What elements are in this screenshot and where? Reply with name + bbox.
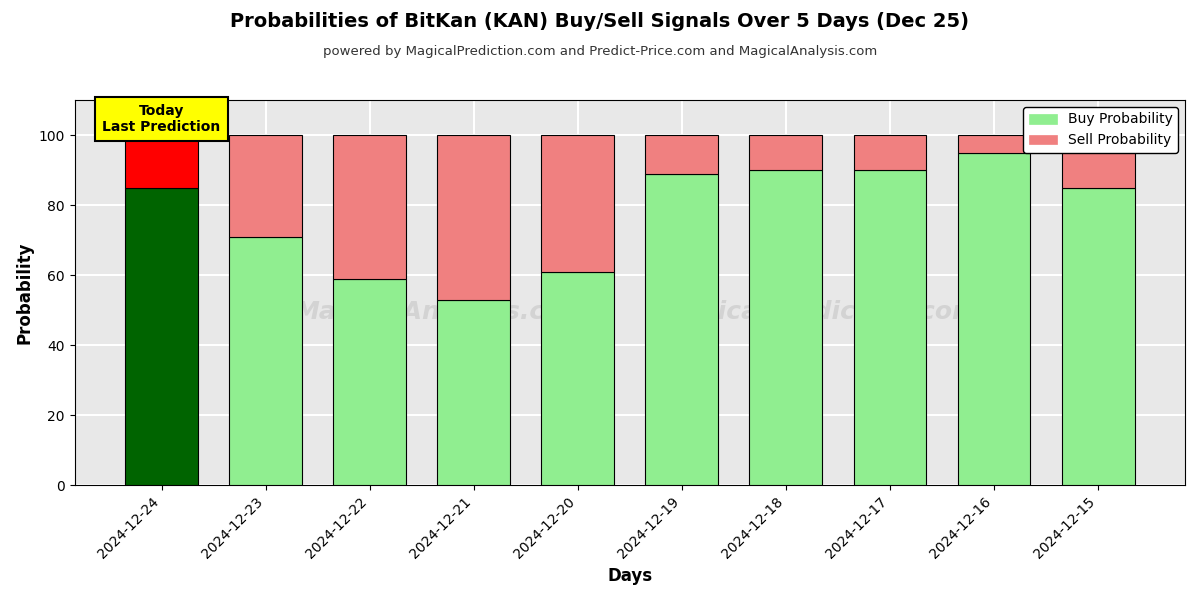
Bar: [646, 135, 719, 173]
Text: Probabilities of BitKan (KAN) Buy/Sell Signals Over 5 Days (Dec 25): Probabilities of BitKan (KAN) Buy/Sell S…: [230, 12, 970, 31]
Bar: [853, 135, 926, 170]
Text: powered by MagicalPrediction.com and Predict-Price.com and MagicalAnalysis.com: powered by MagicalPrediction.com and Pre…: [323, 45, 877, 58]
Bar: [229, 236, 302, 485]
Bar: [958, 152, 1031, 485]
Bar: [125, 135, 198, 188]
Bar: [750, 135, 822, 170]
Bar: [853, 170, 926, 485]
Y-axis label: Probability: Probability: [16, 241, 34, 344]
Bar: [437, 135, 510, 299]
X-axis label: Days: Days: [607, 567, 653, 585]
Bar: [541, 272, 614, 485]
Text: MagicalAnalysis.com: MagicalAnalysis.com: [294, 300, 588, 324]
Bar: [334, 135, 406, 278]
Bar: [334, 278, 406, 485]
Bar: [646, 173, 719, 485]
Bar: [750, 170, 822, 485]
Text: Today
Last Prediction: Today Last Prediction: [102, 104, 221, 134]
Text: MagicalPrediction.com: MagicalPrediction.com: [659, 300, 978, 324]
Bar: [437, 299, 510, 485]
Bar: [541, 135, 614, 272]
Bar: [958, 135, 1031, 152]
Bar: [229, 135, 302, 236]
Bar: [1062, 135, 1134, 188]
Bar: [1062, 188, 1134, 485]
Legend: Buy Probability, Sell Probability: Buy Probability, Sell Probability: [1024, 107, 1178, 153]
Bar: [125, 188, 198, 485]
